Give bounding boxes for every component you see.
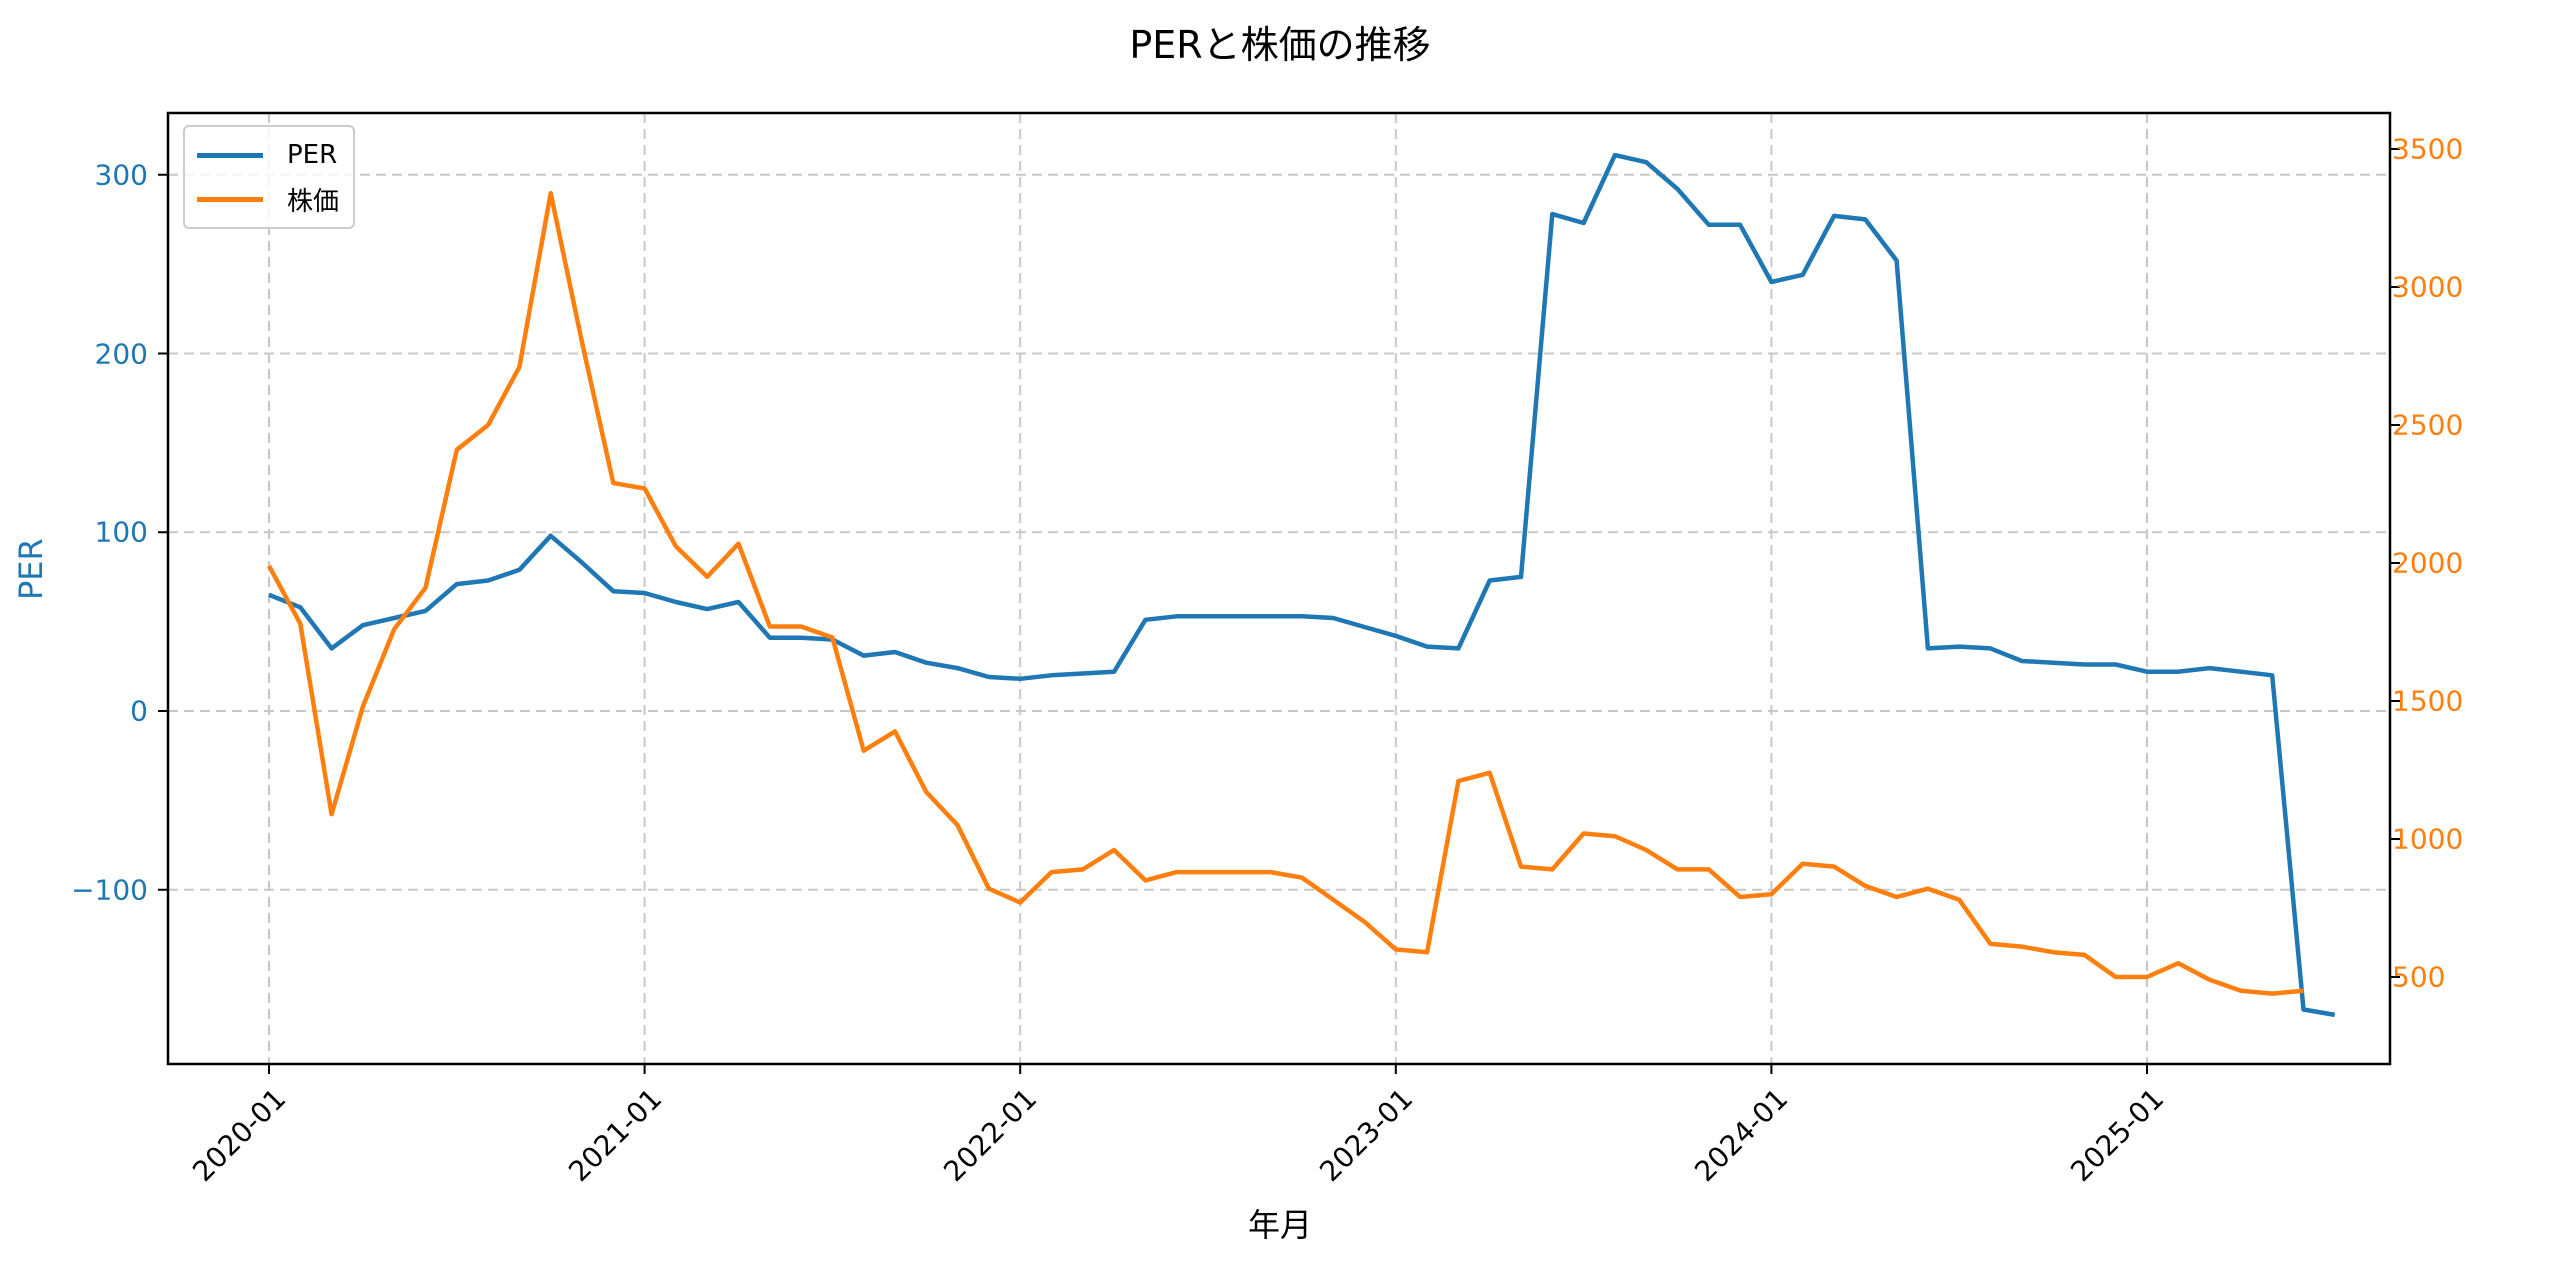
gridlines — [168, 113, 2390, 1064]
data-lines — [267, 152, 2336, 1018]
x-axis-label: 年月 — [1247, 1206, 1312, 1244]
chart-title: PERと株価の推移 — [1129, 23, 1431, 67]
price-line — [267, 190, 2304, 996]
y-tick-right: 2500 — [2392, 408, 2464, 442]
axes-frame — [166, 111, 2392, 1066]
legend-item-price: 株価 — [197, 179, 339, 219]
legend-swatch-price — [197, 196, 263, 202]
legend-item-per: PER — [197, 135, 337, 175]
y-tick-left: 0 — [130, 694, 148, 728]
y-tick-left: −100 — [71, 873, 148, 907]
legend-swatch-per — [197, 152, 263, 158]
legend-label-price: 株価 — [287, 186, 340, 217]
legend: PER 株価 — [183, 125, 355, 229]
y-tick-right: 3000 — [2392, 270, 2464, 304]
y-tick-left: 300 — [94, 158, 148, 192]
y-tick-right: 1000 — [2392, 822, 2464, 856]
tick-marks — [158, 148, 2400, 1074]
per-line — [268, 152, 2336, 1018]
y-tick-left: 100 — [94, 515, 148, 549]
legend-label-per: PER — [287, 140, 338, 170]
y-tick-right: 500 — [2392, 960, 2446, 994]
y-tick-right: 2000 — [2392, 546, 2464, 580]
y-tick-left: 200 — [94, 337, 148, 370]
y-axis-left-label: PER — [12, 538, 50, 600]
y-tick-right: 3500 — [2392, 132, 2464, 166]
y-tick-right: 1500 — [2392, 684, 2464, 718]
